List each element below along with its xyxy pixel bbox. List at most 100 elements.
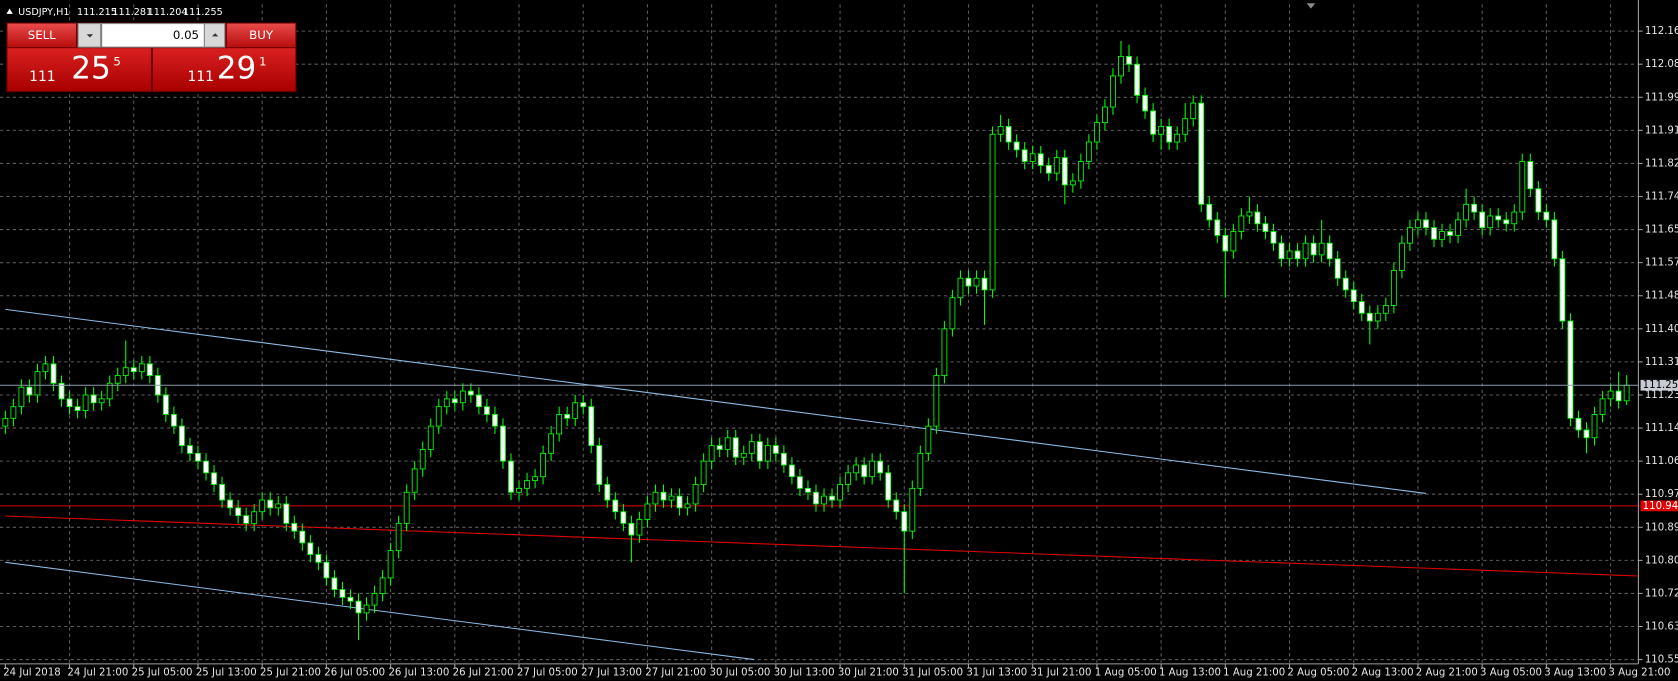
candle-body [1591, 414, 1598, 439]
candle-body [1246, 211, 1253, 217]
candle-body [179, 425, 185, 446]
candle-body [339, 589, 346, 598]
candle-body [74, 406, 81, 411]
candle-body [1142, 94, 1148, 112]
candle-body [347, 596, 354, 602]
candle-body [684, 503, 691, 509]
x-tick-label: 2 Aug 13:00 [1352, 667, 1414, 678]
candle-body [1053, 157, 1060, 174]
candle-body [1358, 301, 1365, 314]
candle-body [146, 363, 153, 376]
x-tick-label: 3 Aug 05:00 [1480, 667, 1542, 678]
candle-body [965, 277, 972, 287]
candle-body [989, 133, 996, 291]
candle-body [580, 402, 587, 408]
candle-body [1102, 106, 1108, 124]
candle-body [331, 577, 338, 590]
candle-body [700, 460, 707, 485]
candle-body [1431, 227, 1437, 240]
candle-body [1302, 242, 1309, 260]
candle-body [211, 472, 217, 485]
buy-button[interactable] [226, 23, 296, 48]
arrow-icon [211, 33, 219, 37]
candle-body [660, 491, 667, 501]
ohlc-low: 111.204 [148, 7, 188, 18]
candle-body [1607, 390, 1614, 400]
bid-label-box [1640, 379, 1678, 391]
y-tick-label: 111.995 [1645, 92, 1678, 103]
sell-fraction: 5 [113, 55, 120, 69]
lot-value: 0.05 [173, 28, 199, 42]
candle-body [740, 452, 747, 458]
candle-body [1230, 231, 1237, 252]
buy-pips: 29 [217, 51, 256, 87]
y-tick-label: 111.145 [1645, 423, 1678, 434]
candle-body [1390, 270, 1397, 306]
x-tick-label: 30 Jul 21:00 [838, 667, 899, 678]
candle-body [1326, 242, 1333, 260]
x-tick-label: 31 Jul 13:00 [966, 667, 1027, 678]
candle-body [1118, 55, 1124, 77]
candle-body [1126, 55, 1132, 65]
collapse-icon[interactable] [6, 8, 13, 14]
y-tick-label: 111.230 [1645, 390, 1678, 401]
candle-body [813, 491, 819, 505]
candle-body [251, 511, 258, 524]
candle-body [692, 484, 699, 505]
candle-body [1174, 133, 1181, 143]
candle-body [259, 499, 266, 513]
candle-body [957, 277, 964, 299]
candle-body [1110, 75, 1116, 108]
x-tick-label: 30 Jul 13:00 [774, 667, 835, 678]
candle-body [1527, 161, 1534, 190]
candle-body [1407, 227, 1413, 244]
x-tick-label: 3 Aug 13:00 [1544, 667, 1606, 678]
trend-line [5, 308, 1427, 494]
candle-body [1029, 153, 1036, 162]
candle-body [1134, 63, 1140, 96]
candle-body [1286, 250, 1293, 260]
x-tick-label: 1 Aug 21:00 [1223, 667, 1285, 678]
x-tick-label: 27 Jul 21:00 [645, 667, 706, 678]
sell-button[interactable] [7, 23, 76, 48]
candle-body [821, 495, 827, 505]
candle-body [1495, 215, 1502, 221]
candle-body [50, 363, 57, 384]
candle-body [323, 561, 330, 579]
x-tick-label: 3 Aug 21:00 [1608, 667, 1670, 678]
x-tick-label: 25 Jul 05:00 [132, 667, 193, 678]
candle-body [596, 445, 603, 485]
x-tick-label: 26 Jul 21:00 [453, 667, 514, 678]
candle-body [275, 503, 282, 509]
candle-body [1310, 242, 1317, 256]
candle-body [26, 386, 33, 396]
candle-body [1398, 242, 1405, 271]
candle-body [291, 522, 298, 532]
candle-body [676, 495, 683, 509]
candle-body [1559, 258, 1566, 322]
candle-body [1366, 312, 1373, 322]
candle-body [732, 437, 739, 458]
candle-body [1423, 219, 1429, 229]
candle-body [82, 394, 89, 411]
bid-label: 111.255 [1643, 380, 1678, 391]
x-tick-label: 25 Jul 13:00 [196, 667, 257, 678]
candle-body [1455, 219, 1461, 236]
candle-body [219, 484, 225, 501]
x-tick-label: 31 Jul 21:00 [1031, 667, 1092, 678]
candle-body [837, 484, 843, 501]
candle-body [588, 406, 595, 446]
candle-body [1085, 141, 1092, 162]
candle-body [1254, 211, 1261, 225]
candle-body [1318, 242, 1325, 256]
buy-price-box[interactable] [153, 48, 296, 92]
candle-body [877, 460, 884, 474]
sell-price-box[interactable] [7, 48, 151, 92]
candle-body [299, 530, 306, 544]
buy-big-figure: 111 [187, 69, 214, 85]
candle-body [708, 445, 715, 462]
candle-body [797, 476, 803, 489]
candle-body [1190, 102, 1197, 120]
y-tick-label: 110.890 [1645, 522, 1678, 533]
candle-body [1350, 289, 1357, 303]
